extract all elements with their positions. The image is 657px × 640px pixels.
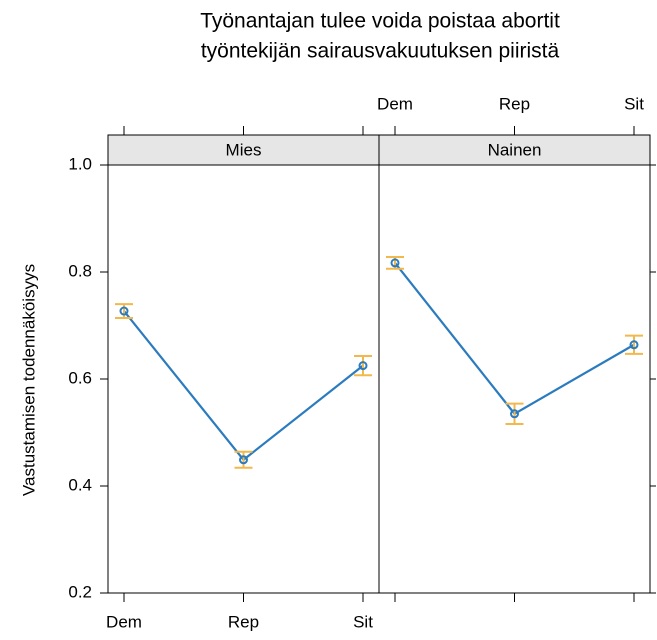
y-axis-label: Vastustamisen todennäköisyys	[19, 264, 38, 496]
x-tick-label: Sit	[624, 94, 644, 113]
chart-title: työntekijän sairausvakuutuksen piiristä	[201, 40, 560, 63]
x-tick-label: Dem	[106, 612, 142, 631]
point	[239, 455, 248, 465]
panel	[107, 164, 380, 594]
point	[358, 361, 368, 371]
x-tick-label: Rep	[499, 94, 530, 113]
panel	[378, 164, 651, 594]
y-tick-label: 1.0	[68, 154, 92, 173]
point	[119, 306, 129, 316]
point	[390, 258, 400, 268]
strip-label: Mies	[226, 140, 262, 159]
x-tick-label: Sit	[353, 612, 373, 631]
point	[629, 340, 639, 350]
chart-title: Työnantajan tulee voida poistaa abortit	[200, 10, 560, 33]
x-tick-label: Rep	[228, 612, 259, 631]
y-tick-label: 0.2	[68, 582, 92, 601]
line	[394, 262, 635, 416]
y-tick-label: 0.6	[68, 368, 92, 387]
y-tick-label: 0.4	[68, 475, 92, 494]
y-tick-label: 0.8	[68, 261, 92, 280]
line	[123, 310, 364, 462]
x-tick-label: Dem	[377, 94, 413, 113]
point	[510, 409, 519, 419]
strip	[378, 134, 651, 166]
strip-label: Nainen	[488, 140, 542, 159]
